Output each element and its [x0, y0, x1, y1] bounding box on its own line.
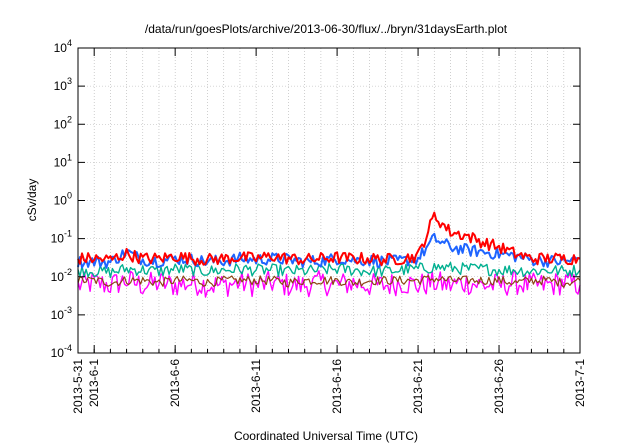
series-line	[77, 232, 581, 269]
series-line	[77, 211, 581, 267]
x-tick-label: 2013-6-16	[330, 359, 344, 414]
x-tick-label: 2013-5-31	[71, 359, 85, 414]
y-tick-label: 104	[54, 38, 72, 55]
y-axis: 10-4 10-3 10-2 10-1 100 101 102 103 104	[51, 38, 580, 360]
y-tick-label: 10-2	[51, 267, 72, 284]
x-tick-label: 2013-6-26	[492, 359, 506, 414]
x-axis: 2013-5-31 2013-6-1 2013-6-6 2013-6-11 2013-6…	[71, 48, 587, 414]
series-line	[77, 275, 581, 288]
y-tick-label: 10-4	[51, 343, 72, 360]
x-tick-label: 2013-6-6	[168, 359, 182, 407]
y-axis-label: cSv/day	[25, 179, 39, 222]
x-tick-label: 2013-6-11	[249, 359, 263, 413]
y-tick-label: 10-1	[51, 229, 72, 246]
x-tick-label: 2013-6-21	[411, 359, 425, 414]
x-axis-label: Coordinated Universal Time (UTC)	[234, 429, 418, 443]
grid	[78, 48, 580, 353]
x-tick-label: 2013-6-1	[87, 359, 101, 407]
series-lines	[77, 211, 581, 298]
y-tick-label: 103	[54, 76, 72, 93]
series-line	[77, 261, 581, 279]
x-tick-label: 2013-7-1	[573, 359, 587, 407]
y-tick-label: 100	[54, 191, 72, 208]
y-tick-label: 102	[54, 114, 72, 131]
y-tick-label: 10-3	[51, 305, 72, 322]
y-tick-label: 101	[54, 152, 72, 169]
chart-title: /data/run/goesPlots/archive/2013-06-30/f…	[145, 22, 508, 36]
